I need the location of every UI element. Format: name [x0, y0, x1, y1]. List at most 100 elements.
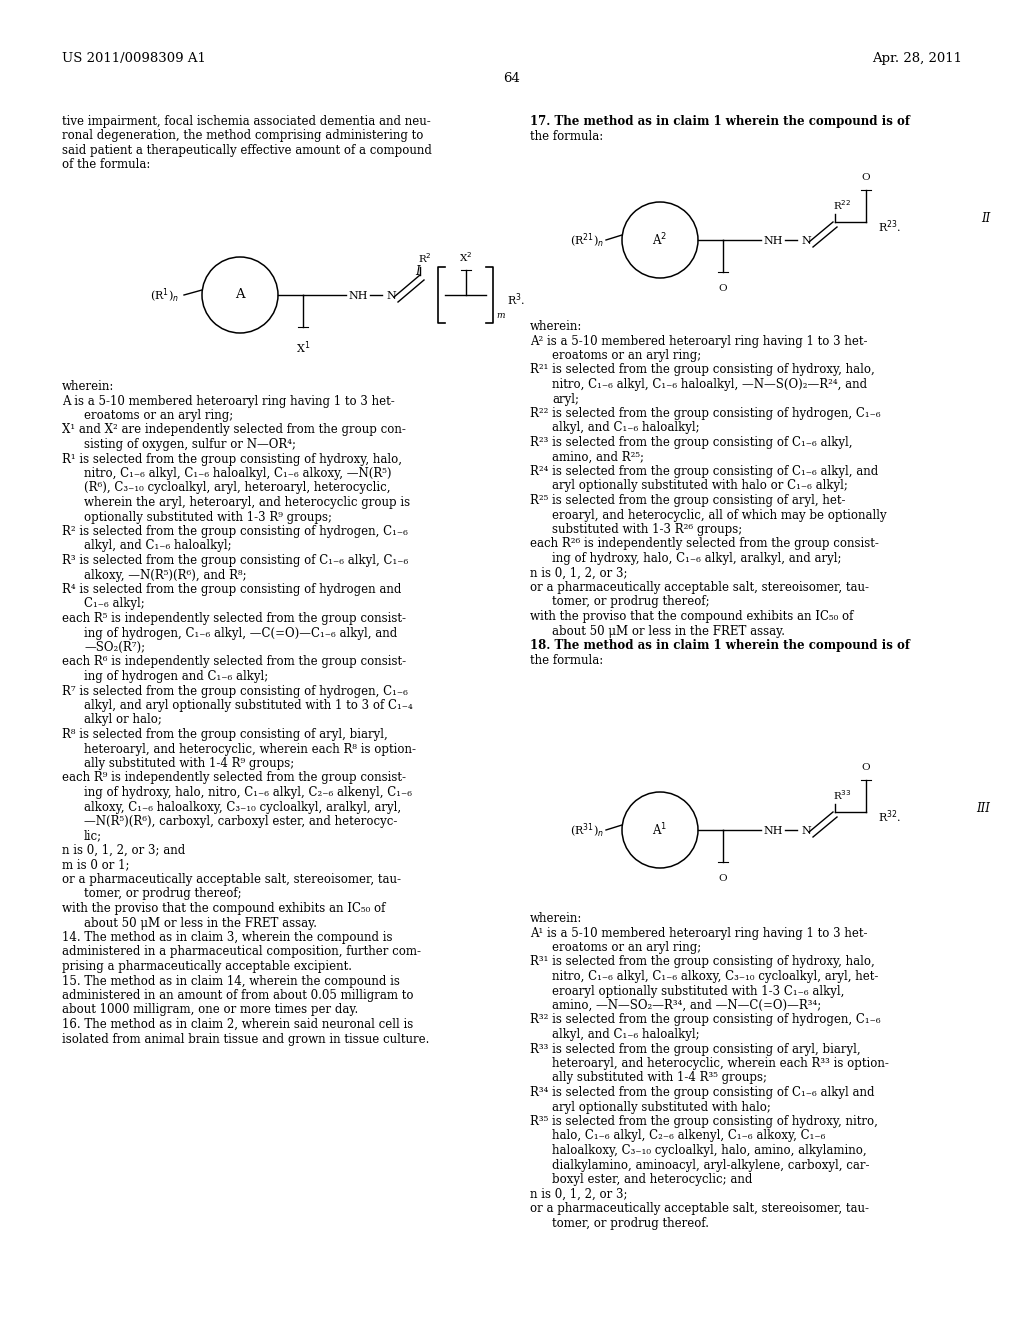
Text: ing of hydroxy, halo, nitro, C₁₋₆ alkyl, C₂₋₆ alkenyl, C₁₋₆: ing of hydroxy, halo, nitro, C₁₋₆ alkyl,… [84, 785, 412, 799]
Text: each R²⁶ is independently selected from the group consist-: each R²⁶ is independently selected from … [530, 537, 879, 550]
Text: n is 0, 1, 2, or 3; and: n is 0, 1, 2, or 3; and [62, 843, 185, 857]
Text: wherein:: wherein: [530, 319, 583, 333]
Text: R³⁴ is selected from the group consisting of C₁₋₆ alkyl and: R³⁴ is selected from the group consistin… [530, 1086, 874, 1100]
Text: lic;: lic; [84, 829, 102, 842]
Text: boxyl ester, and heterocyclic; and: boxyl ester, and heterocyclic; and [552, 1173, 753, 1185]
Text: eroatoms or an aryl ring;: eroatoms or an aryl ring; [84, 409, 233, 422]
Text: R²⁴ is selected from the group consisting of C₁₋₆ alkyl, and: R²⁴ is selected from the group consistin… [530, 465, 879, 478]
Text: wherein:: wherein: [62, 380, 115, 393]
Text: tomer, or prodrug thereof;: tomer, or prodrug thereof; [84, 887, 242, 900]
Text: the formula:: the formula: [530, 129, 603, 143]
Text: (R⁶), C₃₋₁₀ cycloalkyl, aryl, heteroaryl, heterocyclic,: (R⁶), C₃₋₁₀ cycloalkyl, aryl, heteroaryl… [84, 482, 390, 495]
Text: tive impairment, focal ischemia associated dementia and neu-: tive impairment, focal ischemia associat… [62, 115, 431, 128]
Text: R³³ is selected from the group consisting of aryl, biaryl,: R³³ is selected from the group consistin… [530, 1043, 860, 1056]
Text: R²² is selected from the group consisting of hydrogen, C₁₋₆: R²² is selected from the group consistin… [530, 407, 881, 420]
Text: R⁷ is selected from the group consisting of hydrogen, C₁₋₆: R⁷ is selected from the group consisting… [62, 685, 408, 697]
Text: (R$^{21}$)$_n$: (R$^{21}$)$_n$ [570, 232, 604, 251]
Text: R³¹ is selected from the group consisting of hydroxy, halo,: R³¹ is selected from the group consistin… [530, 956, 874, 969]
Text: alkyl or halo;: alkyl or halo; [84, 714, 162, 726]
Text: 14. The method as in claim 3, wherein the compound is: 14. The method as in claim 3, wherein th… [62, 931, 392, 944]
Text: X$^1$: X$^1$ [296, 339, 310, 355]
Text: X$^2$: X$^2$ [459, 251, 472, 264]
Text: N: N [801, 236, 811, 246]
Text: A: A [236, 289, 245, 301]
Text: administered in an amount of from about 0.05 milligram to: administered in an amount of from about … [62, 989, 414, 1002]
Text: 17. The method as in claim 1 wherein the compound is of: 17. The method as in claim 1 wherein the… [530, 115, 910, 128]
Text: O: O [861, 173, 870, 182]
Text: NH: NH [348, 290, 368, 301]
Text: each R⁵ is independently selected from the group consist-: each R⁵ is independently selected from t… [62, 612, 406, 624]
Text: II: II [981, 213, 990, 224]
Text: O: O [719, 874, 727, 883]
Text: the formula:: the formula: [530, 653, 603, 667]
Text: R²¹ is selected from the group consisting of hydroxy, halo,: R²¹ is selected from the group consistin… [530, 363, 874, 376]
Text: O: O [719, 284, 727, 293]
Text: (R$^1$)$_n$: (R$^1$)$_n$ [150, 286, 179, 305]
Text: nitro, C₁₋₆ alkyl, C₁₋₆ alkoxy, C₃₋₁₀ cycloalkyl, aryl, het-: nitro, C₁₋₆ alkyl, C₁₋₆ alkoxy, C₃₋₁₀ cy… [552, 970, 879, 983]
Text: R²⁵ is selected from the group consisting of aryl, het-: R²⁵ is selected from the group consistin… [530, 494, 846, 507]
Text: R³² is selected from the group consisting of hydrogen, C₁₋₆: R³² is selected from the group consistin… [530, 1014, 881, 1027]
Text: tomer, or prodrug thereof.: tomer, or prodrug thereof. [552, 1217, 709, 1229]
Text: nitro, C₁₋₆ alkyl, C₁₋₆ haloalkyl, —N—S(O)₂—R²⁴, and: nitro, C₁₋₆ alkyl, C₁₋₆ haloalkyl, —N—S(… [552, 378, 867, 391]
Text: (R$^{31}$)$_n$: (R$^{31}$)$_n$ [570, 822, 604, 841]
Text: optionally substituted with 1-3 R⁹ groups;: optionally substituted with 1-3 R⁹ group… [84, 511, 332, 524]
Text: or a pharmaceutically acceptable salt, stereoisomer, tau-: or a pharmaceutically acceptable salt, s… [530, 1203, 869, 1214]
Text: halo, C₁₋₆ alkyl, C₂₋₆ alkenyl, C₁₋₆ alkoxy, C₁₋₆: halo, C₁₋₆ alkyl, C₂₋₆ alkenyl, C₁₋₆ alk… [552, 1130, 825, 1143]
Text: NH: NH [763, 236, 782, 246]
Text: Apr. 28, 2011: Apr. 28, 2011 [872, 51, 962, 65]
Text: eroaryl, and heterocyclic, all of which may be optionally: eroaryl, and heterocyclic, all of which … [552, 508, 887, 521]
Text: amino, —N—SO₂—R³⁴, and —N—C(=O)—R³⁴;: amino, —N—SO₂—R³⁴, and —N—C(=O)—R³⁴; [552, 999, 821, 1012]
Text: tomer, or prodrug thereof;: tomer, or prodrug thereof; [552, 595, 710, 609]
Text: R$^{32}$.: R$^{32}$. [878, 808, 901, 825]
Text: wherein the aryl, heteroaryl, and heterocyclic group is: wherein the aryl, heteroaryl, and hetero… [84, 496, 411, 510]
Text: with the proviso that the compound exhibits an IC₅₀ of: with the proviso that the compound exhib… [62, 902, 385, 915]
Text: ally substituted with 1-4 R³⁵ groups;: ally substituted with 1-4 R³⁵ groups; [552, 1072, 767, 1085]
Text: I: I [416, 265, 420, 279]
Text: R⁴ is selected from the group consisting of hydrogen and: R⁴ is selected from the group consisting… [62, 583, 401, 597]
Text: A is a 5-10 membered heteroaryl ring having 1 to 3 het-: A is a 5-10 membered heteroaryl ring hav… [62, 395, 394, 408]
Text: R$^{33}$: R$^{33}$ [833, 788, 852, 803]
Text: US 2011/0098309 A1: US 2011/0098309 A1 [62, 51, 206, 65]
Text: or a pharmaceutically acceptable salt, stereoisomer, tau-: or a pharmaceutically acceptable salt, s… [530, 581, 869, 594]
Text: about 50 μM or less in the FRET assay.: about 50 μM or less in the FRET assay. [84, 916, 317, 929]
Text: about 50 μM or less in the FRET assay.: about 50 μM or less in the FRET assay. [552, 624, 785, 638]
Text: each R⁹ is independently selected from the group consist-: each R⁹ is independently selected from t… [62, 771, 406, 784]
Text: III: III [976, 803, 990, 814]
Text: R³⁵ is selected from the group consisting of hydroxy, nitro,: R³⁵ is selected from the group consistin… [530, 1115, 878, 1129]
Text: m: m [496, 312, 505, 319]
Text: R³ is selected from the group consisting of C₁₋₆ alkyl, C₁₋₆: R³ is selected from the group consisting… [62, 554, 409, 568]
Text: administered in a pharmaceutical composition, further com-: administered in a pharmaceutical composi… [62, 945, 421, 958]
Text: amino, and R²⁵;: amino, and R²⁵; [552, 450, 644, 463]
Text: C₁₋₆ alkyl;: C₁₋₆ alkyl; [84, 598, 144, 610]
Text: each R⁶ is independently selected from the group consist-: each R⁶ is independently selected from t… [62, 656, 407, 668]
Text: alkyl, and C₁₋₆ haloalkyl;: alkyl, and C₁₋₆ haloalkyl; [84, 540, 231, 553]
Text: R² is selected from the group consisting of hydrogen, C₁₋₆: R² is selected from the group consisting… [62, 525, 408, 539]
Text: 15. The method as in claim 14, wherein the compound is: 15. The method as in claim 14, wherein t… [62, 974, 400, 987]
Text: eroaryl optionally substituted with 1-3 C₁₋₆ alkyl,: eroaryl optionally substituted with 1-3 … [552, 985, 845, 998]
Text: NH: NH [763, 826, 782, 836]
Text: said patient a therapeutically effective amount of a compound: said patient a therapeutically effective… [62, 144, 432, 157]
Text: A¹ is a 5-10 membered heteroaryl ring having 1 to 3 het-: A¹ is a 5-10 membered heteroaryl ring ha… [530, 927, 867, 940]
Text: ing of hydrogen, C₁₋₆ alkyl, —C(=O)—C₁₋₆ alkyl, and: ing of hydrogen, C₁₋₆ alkyl, —C(=O)—C₁₋₆… [84, 627, 397, 639]
Text: R²³ is selected from the group consisting of C₁₋₆ alkyl,: R²³ is selected from the group consistin… [530, 436, 853, 449]
Text: alkyl, and aryl optionally substituted with 1 to 3 of C₁₋₄: alkyl, and aryl optionally substituted w… [84, 700, 413, 711]
Text: alkyl, and C₁₋₆ haloalkyl;: alkyl, and C₁₋₆ haloalkyl; [552, 1028, 699, 1041]
Text: n is 0, 1, 2, or 3;: n is 0, 1, 2, or 3; [530, 1188, 628, 1200]
Text: eroatoms or an aryl ring;: eroatoms or an aryl ring; [552, 348, 701, 362]
Text: prising a pharmaceutically acceptable excipient.: prising a pharmaceutically acceptable ex… [62, 960, 352, 973]
Text: aryl;: aryl; [552, 392, 579, 405]
Text: of the formula:: of the formula: [62, 158, 151, 172]
Text: O: O [861, 763, 870, 772]
Text: A$^1$: A$^1$ [652, 821, 668, 838]
Text: 16. The method as in claim 2, wherein said neuronal cell is: 16. The method as in claim 2, wherein sa… [62, 1018, 414, 1031]
Text: A² is a 5-10 membered heteroaryl ring having 1 to 3 het-: A² is a 5-10 membered heteroaryl ring ha… [530, 334, 867, 347]
Text: aryl optionally substituted with halo;: aryl optionally substituted with halo; [552, 1101, 771, 1114]
Text: sisting of oxygen, sulfur or N—OR⁴;: sisting of oxygen, sulfur or N—OR⁴; [84, 438, 296, 451]
Text: alkoxy, —N(R⁵)(R⁶), and R⁸;: alkoxy, —N(R⁵)(R⁶), and R⁸; [84, 569, 247, 582]
Text: R¹ is selected from the group consisting of hydroxy, halo,: R¹ is selected from the group consisting… [62, 453, 402, 466]
Text: 18. The method as in claim 1 wherein the compound is of: 18. The method as in claim 1 wherein the… [530, 639, 910, 652]
Text: eroatoms or an aryl ring;: eroatoms or an aryl ring; [552, 941, 701, 954]
Text: substituted with 1-3 R²⁶ groups;: substituted with 1-3 R²⁶ groups; [552, 523, 742, 536]
Text: heteroaryl, and heterocyclic, wherein each R⁸ is option-: heteroaryl, and heterocyclic, wherein ea… [84, 742, 416, 755]
Text: haloalkoxy, C₃₋₁₀ cycloalkyl, halo, amino, alkylamino,: haloalkoxy, C₃₋₁₀ cycloalkyl, halo, amin… [552, 1144, 866, 1158]
